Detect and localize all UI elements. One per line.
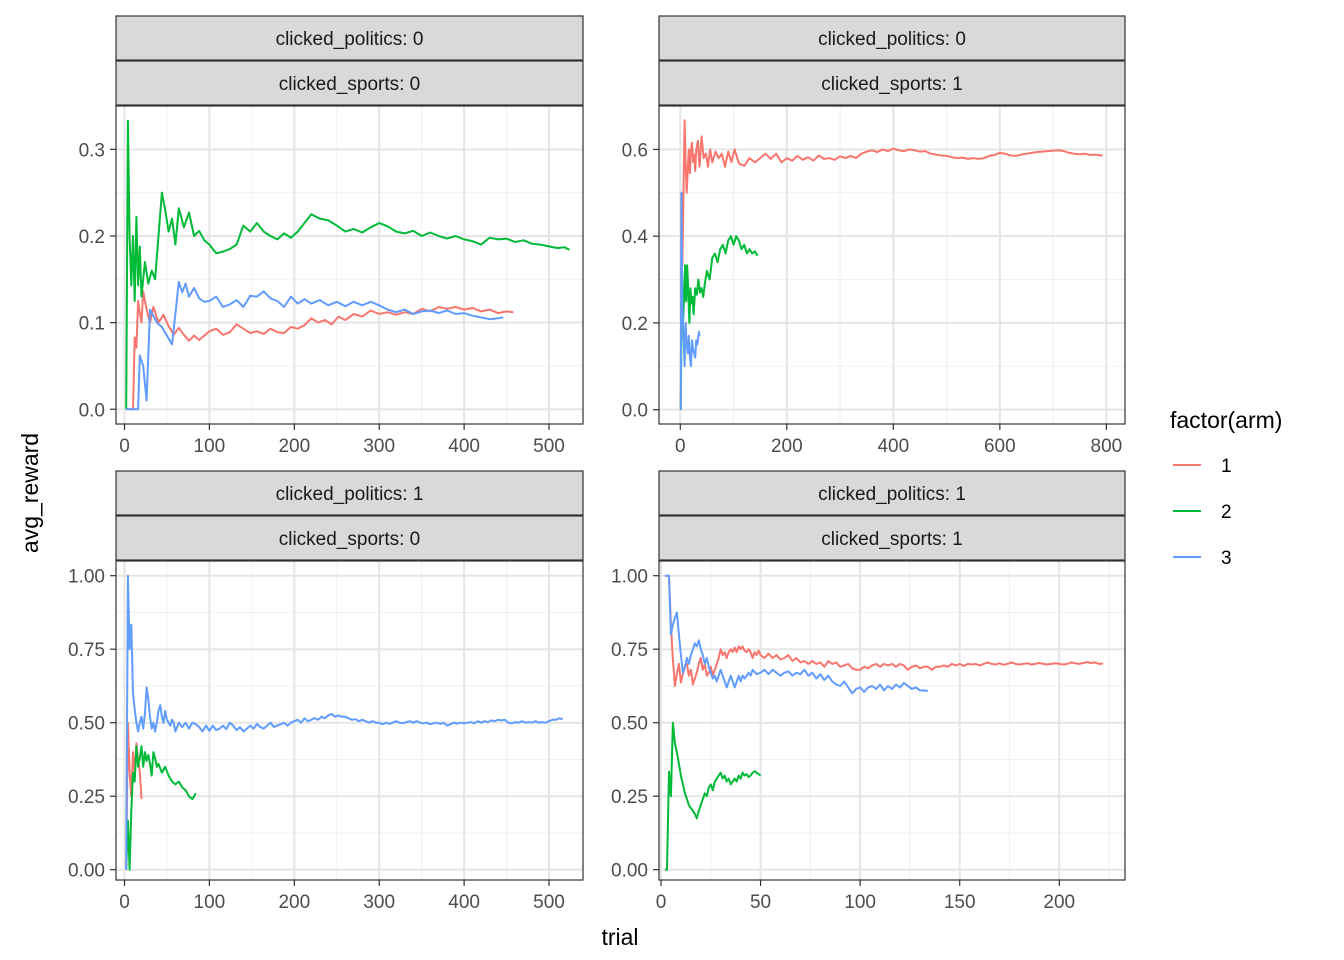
- y-tick-label: 0.6: [622, 140, 648, 161]
- panel-1-strip-politics-label: clicked_politics: 0: [276, 29, 424, 50]
- y-tick-label: 0.75: [68, 640, 105, 661]
- x-tick-label: 200: [278, 892, 310, 913]
- series-line-arm-3: [665, 574, 928, 695]
- panel-1-y-axis: 0.0 0.1 0.2 0.3: [79, 140, 116, 421]
- x-tick-label: 400: [448, 436, 480, 457]
- panel-1-strip-sports-bg: [115, 60, 584, 106]
- x-tick-label: 600: [984, 436, 1016, 457]
- y-tick-label: 0.0: [622, 401, 648, 422]
- y-tick-label: 1.00: [611, 567, 648, 588]
- y-tick-label: 0.50: [68, 714, 105, 735]
- panel-2-strip-sports-label: clicked_sports: 1: [821, 74, 963, 95]
- y-tick-label: 0.00: [611, 861, 648, 882]
- y-tick-label: 0.3: [79, 140, 105, 161]
- legend-label-arm-2: 2: [1221, 502, 1232, 523]
- x-tick-label: 50: [750, 892, 771, 913]
- x-tick-label: 0: [656, 892, 667, 913]
- x-tick-label: 300: [363, 436, 395, 457]
- x-tick-label: 200: [278, 436, 310, 457]
- panel-2-border: [658, 105, 1126, 425]
- series-line-arm-2: [125, 119, 570, 410]
- x-tick-label: 200: [1043, 892, 1075, 913]
- panel-3-y-axis: 0.00 0.25 0.50 0.75 1.00: [68, 567, 116, 882]
- panel-3-strip-sports-label: clicked_sports: 0: [279, 529, 421, 550]
- x-tick-label: 300: [363, 892, 395, 913]
- x-tick-label: 0: [675, 436, 686, 457]
- panel-2-series-lines: [679, 119, 1103, 410]
- panel-4-strip-politics-bg: [658, 470, 1126, 516]
- x-tick-label: 200: [771, 436, 803, 457]
- panel-2-strip-politics-label: clicked_politics: 0: [818, 29, 966, 50]
- panel-1-border: [115, 105, 584, 425]
- panel-3-strip-sports-bg: [115, 515, 584, 561]
- x-tick-label: 100: [194, 436, 226, 457]
- series-line-arm-3: [679, 191, 701, 410]
- series-line-arm-1: [679, 119, 1103, 410]
- series-line-arm-3: [125, 574, 563, 870]
- x-tick-label: 0: [119, 436, 130, 457]
- series-line-arm-3: [126, 280, 504, 411]
- panel-1-series-lines: [125, 119, 570, 411]
- panel-2-strip-sports-bg: [658, 60, 1126, 106]
- legend: factor(arm) 1 2 3: [1170, 407, 1282, 574]
- panel-1-strip-sports-label: clicked_sports: 0: [279, 74, 421, 95]
- panel-3-x-axis: 0 100 200 300 400 500: [119, 880, 565, 913]
- panel-4-border: [658, 560, 1126, 881]
- x-tick-label: 400: [448, 892, 480, 913]
- x-tick-label: 500: [533, 436, 565, 457]
- legend-label-arm-3: 3: [1221, 548, 1232, 569]
- legend-label-arm-1: 1: [1221, 456, 1232, 477]
- panel-2-strip-politics-bg: [658, 15, 1126, 61]
- y-tick-label: 0.00: [68, 861, 105, 882]
- y-tick-label: 0.50: [611, 714, 648, 735]
- legend-title: factor(arm): [1170, 407, 1282, 433]
- panel-4: clicked_politics: 1 clicked_sports: 1 0 5…: [611, 470, 1126, 913]
- panel-3-strip-politics-label: clicked_politics: 1: [276, 484, 424, 505]
- y-tick-label: 0.25: [68, 787, 105, 808]
- panel-4-strip-sports-label: clicked_sports: 1: [821, 529, 963, 550]
- panel-2-x-axis: 0 200 400 600 800: [675, 424, 1122, 457]
- panel-3-strip-politics-bg: [115, 470, 584, 516]
- panel-1-gridlines: [116, 106, 583, 424]
- series-line-arm-2: [679, 235, 759, 410]
- panel-4-series-lines: [665, 574, 1104, 871]
- y-tick-label: 1.00: [68, 567, 105, 588]
- panel-3: clicked_politics: 1 clicked_sports: 0 0 1…: [68, 470, 584, 913]
- x-tick-label: 0: [119, 892, 130, 913]
- panel-4-y-axis: 0.00 0.25 0.50 0.75 1.00: [611, 567, 659, 882]
- x-tick-label: 800: [1091, 436, 1123, 457]
- x-axis-title: trial: [601, 924, 638, 950]
- panel-4-strip-sports-bg: [658, 515, 1126, 561]
- y-tick-label: 0.2: [622, 314, 648, 335]
- y-tick-label: 0.2: [79, 227, 105, 248]
- x-tick-label: 500: [533, 892, 565, 913]
- y-tick-label: 0.0: [79, 400, 105, 421]
- legend-entries: 1 2 3: [1170, 448, 1232, 574]
- series-line-arm-2: [665, 721, 762, 871]
- y-tick-label: 0.1: [79, 314, 105, 335]
- panel-4-gridlines: [659, 561, 1125, 880]
- x-tick-label: 100: [844, 892, 876, 913]
- series-line-arm-2: [125, 745, 197, 871]
- panel-4-strip-politics-label: clicked_politics: 1: [818, 484, 966, 505]
- panel-4-x-axis: 0 50 100 150 200: [656, 880, 1075, 913]
- x-tick-label: 150: [944, 892, 976, 913]
- panel-1: clicked_politics: 0 clicked_sports: 0 0 1…: [79, 15, 584, 457]
- panel-3-series-lines: [125, 574, 563, 871]
- y-tick-label: 0.25: [611, 787, 648, 808]
- x-tick-label: 100: [194, 892, 226, 913]
- y-tick-label: 0.75: [611, 640, 648, 661]
- panel-1-strip-politics-bg: [115, 15, 584, 61]
- panel-1-x-axis: 0 100 200 300 400 500: [119, 424, 565, 457]
- panel-2-y-axis: 0.0 0.2 0.4 0.6: [622, 140, 659, 422]
- x-tick-label: 400: [877, 436, 909, 457]
- y-axis-title: avg_reward: [17, 433, 43, 553]
- panel-3-border: [115, 560, 584, 881]
- y-tick-label: 0.4: [622, 227, 649, 248]
- panel-2: clicked_politics: 0 clicked_sports: 1 0 2…: [622, 15, 1126, 457]
